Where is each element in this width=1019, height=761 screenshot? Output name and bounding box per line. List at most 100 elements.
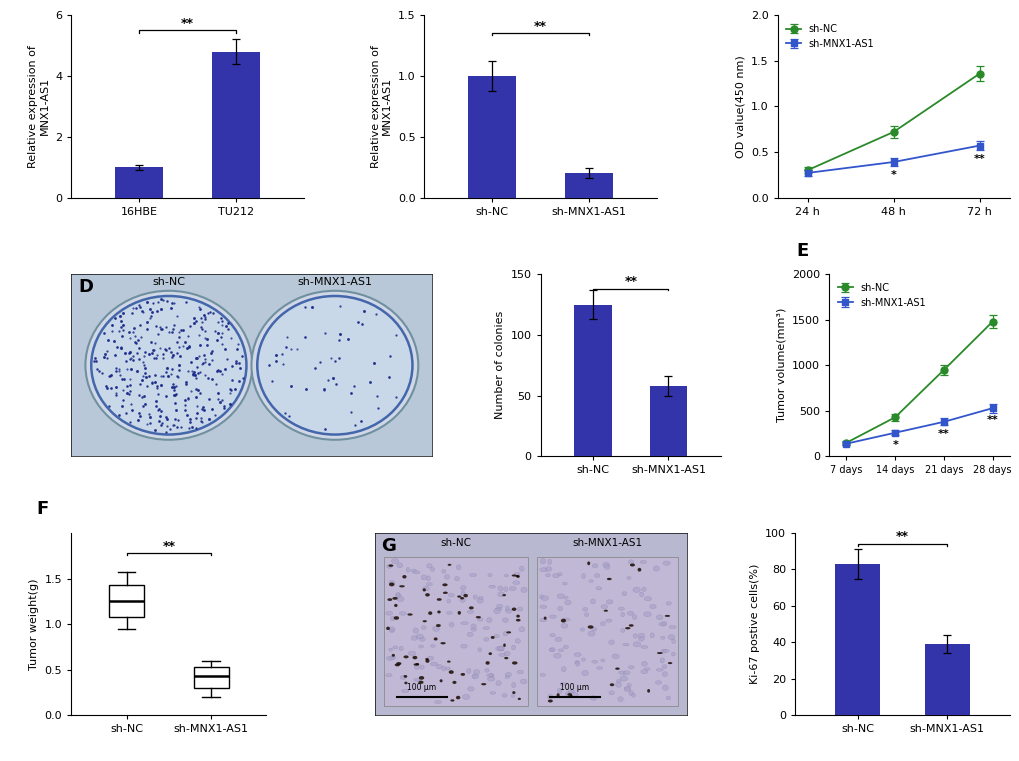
Ellipse shape — [416, 634, 423, 638]
Ellipse shape — [633, 642, 640, 647]
Bar — [384, 557, 527, 706]
Ellipse shape — [455, 696, 460, 699]
Ellipse shape — [595, 587, 601, 590]
Ellipse shape — [460, 586, 466, 590]
Ellipse shape — [543, 616, 546, 619]
Ellipse shape — [396, 563, 403, 568]
Ellipse shape — [516, 615, 520, 617]
Ellipse shape — [511, 645, 516, 650]
Ellipse shape — [421, 626, 426, 629]
Ellipse shape — [511, 695, 515, 697]
Bar — [115, 167, 163, 198]
Ellipse shape — [496, 604, 502, 608]
Ellipse shape — [512, 683, 516, 688]
Ellipse shape — [664, 615, 669, 617]
Ellipse shape — [463, 594, 468, 597]
Ellipse shape — [584, 613, 588, 616]
Ellipse shape — [623, 670, 630, 675]
Ellipse shape — [505, 610, 512, 613]
Ellipse shape — [594, 574, 599, 578]
Ellipse shape — [495, 607, 501, 610]
Text: D: D — [78, 278, 94, 296]
Ellipse shape — [644, 597, 651, 601]
Ellipse shape — [605, 619, 611, 622]
Bar — [212, 52, 260, 198]
Ellipse shape — [86, 291, 252, 440]
Y-axis label: Relative expression of
MNX1-AS1: Relative expression of MNX1-AS1 — [29, 45, 50, 168]
Ellipse shape — [501, 693, 506, 697]
Ellipse shape — [440, 642, 445, 645]
Text: G: G — [381, 537, 395, 555]
Ellipse shape — [467, 610, 473, 613]
Ellipse shape — [398, 646, 403, 651]
Ellipse shape — [656, 615, 662, 619]
Ellipse shape — [388, 565, 393, 567]
Ellipse shape — [389, 629, 393, 632]
Ellipse shape — [656, 652, 662, 654]
Ellipse shape — [556, 693, 559, 697]
Ellipse shape — [632, 615, 636, 619]
Y-axis label: Number of colonies: Number of colonies — [494, 311, 504, 419]
Ellipse shape — [632, 587, 640, 593]
Ellipse shape — [398, 585, 405, 587]
Ellipse shape — [662, 649, 668, 652]
Ellipse shape — [661, 672, 667, 677]
Ellipse shape — [503, 657, 507, 659]
Ellipse shape — [519, 626, 525, 632]
Ellipse shape — [422, 588, 425, 591]
Bar — [924, 645, 969, 715]
Ellipse shape — [487, 574, 492, 577]
Ellipse shape — [625, 627, 630, 629]
Ellipse shape — [640, 645, 647, 648]
Ellipse shape — [603, 565, 609, 569]
Ellipse shape — [547, 699, 552, 702]
Ellipse shape — [419, 645, 423, 648]
Ellipse shape — [447, 564, 450, 565]
Y-axis label: OD value(450 nm): OD value(450 nm) — [735, 55, 745, 158]
Ellipse shape — [482, 626, 489, 629]
Ellipse shape — [498, 653, 504, 657]
Ellipse shape — [575, 661, 579, 667]
Ellipse shape — [600, 622, 605, 626]
Ellipse shape — [547, 559, 551, 565]
Text: F: F — [37, 501, 49, 518]
Ellipse shape — [503, 587, 507, 591]
Ellipse shape — [419, 665, 424, 670]
Ellipse shape — [408, 651, 416, 655]
Ellipse shape — [473, 670, 479, 675]
Text: 100 μm: 100 μm — [407, 683, 436, 692]
Ellipse shape — [430, 662, 437, 666]
Ellipse shape — [544, 567, 551, 572]
Ellipse shape — [444, 575, 449, 579]
Ellipse shape — [560, 623, 568, 628]
Text: E: E — [796, 241, 808, 260]
Ellipse shape — [257, 296, 412, 435]
Ellipse shape — [628, 666, 634, 669]
Ellipse shape — [514, 572, 520, 575]
Ellipse shape — [426, 564, 432, 568]
Ellipse shape — [672, 639, 675, 644]
Ellipse shape — [638, 636, 644, 641]
Ellipse shape — [605, 600, 612, 604]
Ellipse shape — [554, 637, 561, 642]
Ellipse shape — [611, 654, 619, 659]
Ellipse shape — [569, 695, 573, 698]
Ellipse shape — [629, 624, 633, 626]
Text: **: ** — [534, 20, 546, 33]
Ellipse shape — [477, 648, 481, 652]
Ellipse shape — [487, 677, 494, 681]
Ellipse shape — [411, 569, 417, 572]
Ellipse shape — [389, 656, 395, 659]
Ellipse shape — [386, 565, 392, 568]
Ellipse shape — [404, 675, 407, 678]
Ellipse shape — [252, 291, 418, 440]
Ellipse shape — [463, 694, 469, 699]
Ellipse shape — [515, 575, 519, 578]
Ellipse shape — [665, 602, 671, 605]
Ellipse shape — [427, 656, 433, 660]
Ellipse shape — [467, 632, 473, 637]
Ellipse shape — [422, 586, 429, 591]
Ellipse shape — [446, 611, 452, 614]
Ellipse shape — [416, 663, 419, 665]
Ellipse shape — [562, 618, 570, 621]
